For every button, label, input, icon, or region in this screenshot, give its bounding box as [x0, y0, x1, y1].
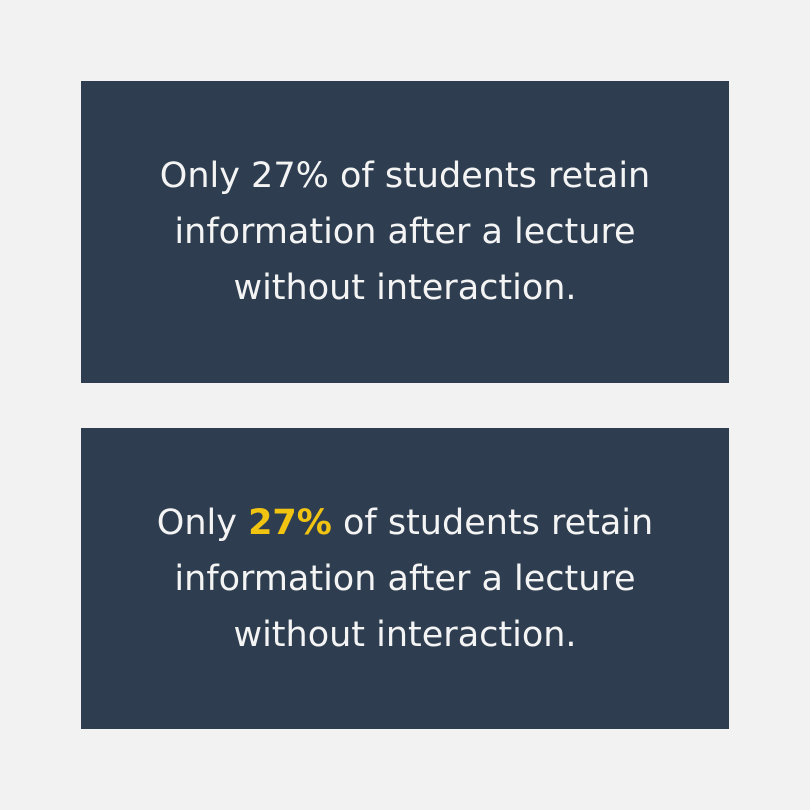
stat-suffix: of students retain — [331, 502, 654, 543]
stat-line-2: information after a lecture — [174, 558, 636, 599]
highlighted-stat-card: Only 27% of students retain information … — [81, 428, 729, 729]
stat-line-3: without interaction. — [233, 614, 577, 655]
stat-line-2: information after a lecture — [174, 212, 636, 252]
plain-stat-card: Only 27% of students retain information … — [81, 81, 729, 383]
stat-line-3: without interaction. — [233, 268, 577, 308]
stat-line-1: Only 27% of students retain — [159, 156, 651, 196]
stat-text: Only 27% of students retain information … — [105, 495, 705, 663]
stat-text: Only 27% of students retain information … — [105, 148, 705, 316]
stat-prefix: Only — [156, 502, 249, 543]
stat-highlight: 27% — [248, 502, 332, 543]
